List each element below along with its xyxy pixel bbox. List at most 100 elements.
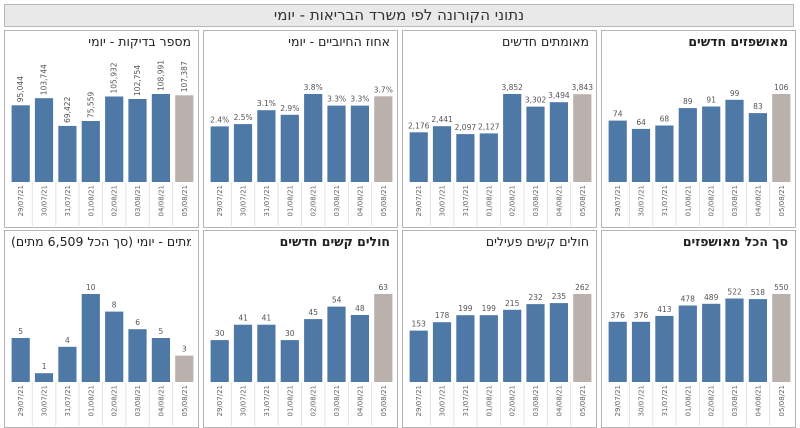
- bar: [233, 124, 253, 182]
- value-label: 6: [135, 318, 140, 327]
- chart-svg: 95,044 29/07/21 103,744 30/07/21 69,422 31/07…: [11, 60, 194, 226]
- x-tick-label: 03/08/21: [134, 185, 142, 216]
- chart-title: מתים - יומי (סך הכל 6,509 מתים): [11, 234, 191, 249]
- value-label: 3,843: [572, 83, 594, 92]
- value-label: 376: [634, 311, 649, 320]
- x-tick-label: 02/08/21: [310, 185, 318, 216]
- bar: [280, 114, 299, 182]
- bar: [678, 305, 697, 382]
- chart-svg: 2.4% 29/07/21 2.5% 30/07/21 3.1% 31/07/21 2.9%…: [210, 83, 393, 226]
- value-label: 3.3%: [350, 95, 369, 104]
- bar: [479, 315, 498, 382]
- x-tick-label: 01/08/21: [286, 385, 294, 416]
- chart-title: חולים קשים פעילים: [485, 234, 589, 249]
- value-label: 3.8%: [304, 83, 323, 92]
- x-tick-label: 05/08/21: [778, 385, 786, 416]
- value-label: 41: [262, 314, 272, 323]
- value-label: 2,097: [455, 123, 477, 132]
- bar: [702, 303, 721, 382]
- value-label: 99: [730, 89, 740, 98]
- value-label: 108,991: [156, 60, 165, 91]
- bar: [409, 330, 428, 382]
- x-tick-label: 05/08/21: [579, 385, 587, 416]
- value-label: 3.1%: [257, 99, 276, 108]
- bar: [34, 98, 54, 182]
- bar: [702, 106, 721, 182]
- bar: [655, 315, 674, 382]
- x-tick-label: 05/08/21: [579, 185, 587, 216]
- bar: [503, 309, 522, 382]
- bar: [81, 121, 100, 182]
- value-label: 102,754: [133, 65, 142, 96]
- x-tick-label: 03/08/21: [532, 385, 540, 416]
- value-label: 30: [215, 329, 225, 338]
- x-tick-label: 31/07/21: [263, 185, 271, 216]
- value-label: 74: [613, 110, 623, 119]
- x-tick-label: 03/08/21: [134, 385, 142, 416]
- value-label: 91: [706, 96, 716, 105]
- bar: [210, 340, 229, 382]
- x-tick-label: 01/08/21: [684, 385, 692, 416]
- bar: [304, 94, 323, 182]
- x-tick-label: 29/07/21: [415, 185, 423, 216]
- page-title: נתוני הקורונה לפי משרד הבריאות - יומי: [273, 6, 525, 24]
- chart-panel-new-hospitalized: מאושפזים חדשים 74 29/07/21 64 30/07/21 68 31/…: [601, 30, 796, 228]
- chart-title: סך הכל מאושפזים: [682, 234, 788, 249]
- x-tick-label: 05/08/21: [181, 185, 189, 216]
- value-label: 83: [753, 102, 763, 111]
- value-label: 8: [112, 301, 117, 310]
- value-label: 522: [727, 288, 742, 297]
- value-label: 3,494: [548, 91, 570, 100]
- value-label: 95,044: [16, 76, 25, 102]
- x-tick-label: 29/07/21: [415, 385, 423, 416]
- bar: [151, 94, 170, 182]
- bar: [233, 324, 253, 382]
- value-label: 2,441: [431, 115, 453, 124]
- bar: [678, 108, 697, 182]
- bar: [374, 294, 393, 382]
- bar: [350, 315, 369, 382]
- bar: [280, 340, 299, 382]
- x-tick-label: 05/08/21: [380, 385, 388, 416]
- x-tick-label: 05/08/21: [380, 185, 388, 216]
- x-tick-label: 30/07/21: [638, 385, 646, 416]
- value-label: 413: [657, 305, 672, 314]
- x-tick-label: 31/07/21: [661, 385, 669, 416]
- bar: [503, 94, 522, 182]
- value-label: 199: [482, 304, 497, 313]
- value-label: 68: [660, 115, 670, 124]
- bar: [105, 96, 124, 182]
- x-tick-label: 03/08/21: [731, 185, 739, 216]
- x-tick-label: 04/08/21: [356, 385, 364, 416]
- value-label: 518: [751, 288, 766, 297]
- chart-svg: 153 29/07/21 178 30/07/21 199 31/07/21 199 01/0…: [409, 283, 592, 426]
- value-label: 550: [774, 283, 789, 292]
- bar: [748, 113, 767, 182]
- bar: [327, 105, 346, 182]
- value-label: 106: [774, 83, 789, 92]
- x-tick-label: 03/08/21: [333, 385, 341, 416]
- x-tick-label: 02/08/21: [708, 385, 716, 416]
- bar: [526, 304, 545, 382]
- x-tick-label: 31/07/21: [661, 185, 669, 216]
- bar: [409, 132, 428, 182]
- x-tick-label: 30/07/21: [638, 185, 646, 216]
- x-tick-label: 31/07/21: [462, 385, 470, 416]
- value-label: 63: [379, 283, 389, 292]
- bar: [549, 102, 568, 182]
- x-tick-label: 30/07/21: [240, 385, 248, 416]
- x-tick-label: 29/07/21: [614, 185, 622, 216]
- chart-panel-daily-deaths: מתים - יומי (סך הכל 6,509 מתים) 5 29/07/2…: [4, 230, 199, 428]
- value-label: 5: [18, 327, 23, 336]
- x-tick-label: 01/08/21: [485, 185, 493, 216]
- bar: [210, 126, 229, 182]
- x-tick-label: 04/08/21: [157, 185, 165, 216]
- bar: [432, 322, 452, 382]
- value-label: 54: [332, 296, 342, 305]
- chart-title: חולים קשים חדשים: [279, 234, 390, 249]
- value-label: 2,127: [478, 122, 500, 131]
- value-label: 489: [704, 293, 719, 302]
- bar: [257, 324, 276, 382]
- x-tick-label: 01/08/21: [684, 185, 692, 216]
- x-tick-label: 04/08/21: [356, 185, 364, 216]
